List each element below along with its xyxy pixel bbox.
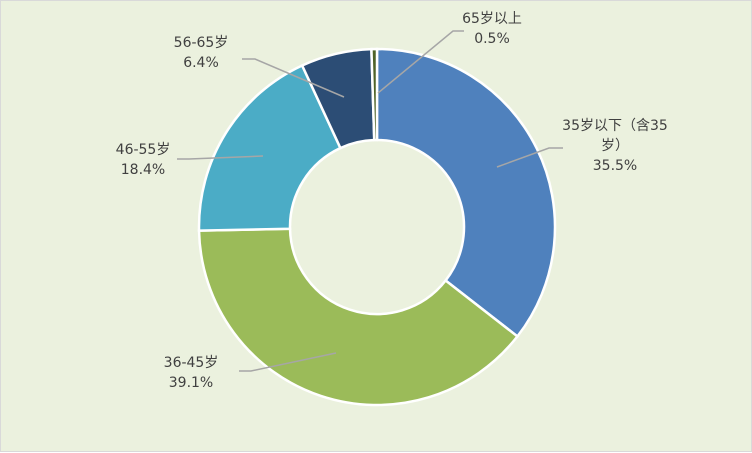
data-label-category: 65岁以上 (462, 11, 522, 27)
data-label-value: 39.1% (169, 375, 213, 391)
donut-slice-1 (197, 227, 520, 407)
leader-line-2 (177, 155, 264, 160)
data-label-category: 56-65岁 (174, 35, 229, 51)
data-label-value: 35.5% (593, 158, 637, 174)
data-label-value: 6.4% (183, 55, 219, 71)
donut-slice-0 (375, 47, 557, 339)
donut-slice-2 (197, 63, 343, 232)
donut-slice-4 (370, 47, 379, 142)
leader-line-4 (377, 30, 464, 94)
leader-line-0 (496, 147, 563, 168)
data-label-category: 岁） (601, 138, 629, 154)
leader-line-3 (242, 58, 345, 98)
data-label-value: 18.4% (121, 162, 165, 178)
data-label-value: 0.5% (474, 31, 510, 47)
data-label-category: 46-55岁 (116, 142, 171, 158)
data-label-category: 35岁以下（含35 (562, 118, 668, 134)
data-label-category: 36-45岁 (164, 355, 219, 371)
leader-line-1 (239, 352, 337, 372)
